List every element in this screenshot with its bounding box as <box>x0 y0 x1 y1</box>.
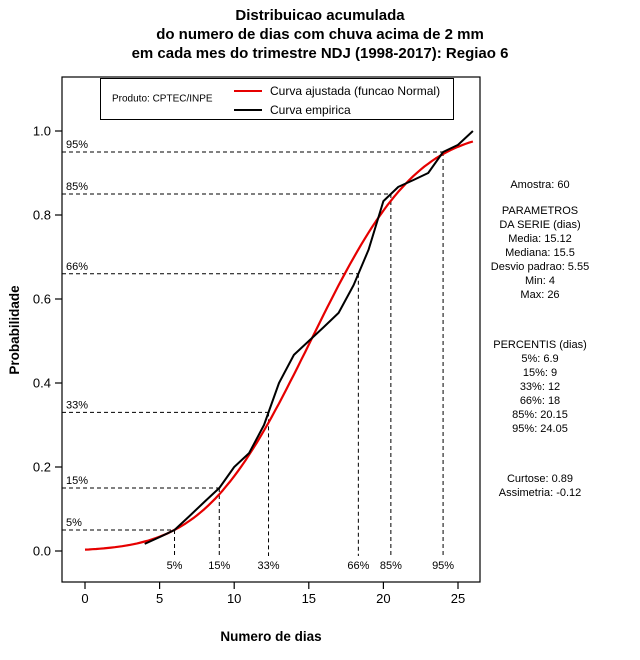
percentile-bottom-label: 33% <box>258 560 280 572</box>
chart-title-line1: Distribuicao acumulada <box>235 7 405 24</box>
plot-legend: Produto: CPTEC/INPE Curva ajustada (func… <box>100 78 454 120</box>
stats-percentil-line: 5%: 6.9 <box>521 353 559 365</box>
percentile-bottom-label: 95% <box>432 560 454 572</box>
plot-box <box>61 76 481 583</box>
percentile-bottom-label: 66% <box>347 560 369 572</box>
stats-moment-line: Assimetria: -0.12 <box>498 487 582 499</box>
x-tick-label: 25 <box>451 591 465 606</box>
stats-moment-line: Curtose: 0.89 <box>506 473 574 485</box>
x-tick-label: 10 <box>227 591 241 606</box>
stats-percentil-line: 33%: 12 <box>519 381 561 393</box>
stats-param-line: Mediana: 15.5 <box>505 247 575 259</box>
y-tick-label: 0.0 <box>33 544 51 559</box>
stats-param-line: Max: 26 <box>520 289 560 301</box>
legend-fitted-label: Curva ajustada (funcao Normal) <box>270 83 441 98</box>
stats-param-line: Min: 4 <box>525 275 555 287</box>
stats-params-header-line: DA SERIE (dias) <box>499 219 581 231</box>
y-tick-label: 0.6 <box>33 292 51 307</box>
stats-spacer <box>462 192 618 204</box>
stats-percentil-line: 85%: 20.15 <box>512 409 568 421</box>
legend-entry-empirical: Curva empirica <box>234 100 440 119</box>
stats-param-line: Desvio padrao: 5.55 <box>490 261 590 273</box>
percentile-left-label: 66% <box>66 261 88 273</box>
x-tick-label: 0 <box>81 591 88 606</box>
stats-params-header-line: PARAMETROS <box>501 205 579 217</box>
percentile-left-label: 5% <box>66 517 82 529</box>
x-tick-label: 20 <box>376 591 390 606</box>
stats-percentil-line: 66%: 18 <box>519 395 561 407</box>
x-tick-label: 5 <box>156 591 163 606</box>
chart-title-line2: do numero de dias com chuva acima de 2 m… <box>156 26 484 43</box>
stats-percentil-line: 95%: 24.05 <box>512 423 568 435</box>
legend-empirical-label: Curva empirica <box>270 102 351 117</box>
chart-title: Distribuicao acumulada do numero de dias… <box>0 6 640 63</box>
stats-spacer <box>462 302 618 338</box>
y-tick-label: 0.8 <box>33 208 51 223</box>
percentile-left-label: 33% <box>66 399 88 411</box>
chart-title-line3: em cada mes do trimestre NDJ (1998-2017)… <box>131 45 509 62</box>
legend-entry-fitted: Curva ajustada (funcao Normal) <box>234 81 440 100</box>
y-tick-label: 0.2 <box>33 460 51 475</box>
fitted-curve <box>84 140 474 551</box>
percentis-list: 5%: 6.9 15%: 9 33%: 12 66%: 18 85%: 20.15 95%… <box>462 352 618 436</box>
stats-param-line: Media: 15.12 <box>508 233 572 245</box>
percentis-header-text: PERCENTIS (dias) <box>493 339 587 351</box>
y-tick-label: 1.0 <box>33 124 51 139</box>
empirical-line-sample <box>234 108 262 111</box>
percentile-left-label: 15% <box>66 475 88 487</box>
fitted-line-sample <box>234 89 262 92</box>
x-axis-title: Numero de dias <box>220 629 322 644</box>
sample-size-text: Amostra: 60 <box>510 179 570 191</box>
percentile-left-label: 95% <box>66 139 88 151</box>
percentile-bottom-label: 85% <box>380 560 402 572</box>
moments-list: Curtose: 0.89 Assimetria: -0.12 <box>462 472 618 500</box>
stats-spacer <box>462 436 618 472</box>
legend-entries: Curva ajustada (funcao Normal) Curva emp… <box>234 81 440 119</box>
percentile-bottom-label: 15% <box>208 560 230 572</box>
percentile-left-label: 85% <box>66 181 88 193</box>
y-tick-label: 0.4 <box>33 376 51 391</box>
params-header: PARAMETROS DA SERIE (dias) <box>462 204 618 232</box>
x-tick-label: 15 <box>302 591 316 606</box>
stats-panel: Amostra: 60 PARAMETROS DA SERIE (dias) Me… <box>462 178 618 500</box>
percentile-bottom-label: 5% <box>167 560 183 572</box>
legend-product-label: Produto: CPTEC/INPE <box>112 93 213 105</box>
params-list: Media: 15.12 Mediana: 15.5 Desvio padrao: … <box>462 232 618 302</box>
y-axis-title: Probabilidade <box>7 285 22 375</box>
empirical-curve <box>144 130 474 545</box>
stats-percentil-line: 15%: 9 <box>522 367 558 379</box>
